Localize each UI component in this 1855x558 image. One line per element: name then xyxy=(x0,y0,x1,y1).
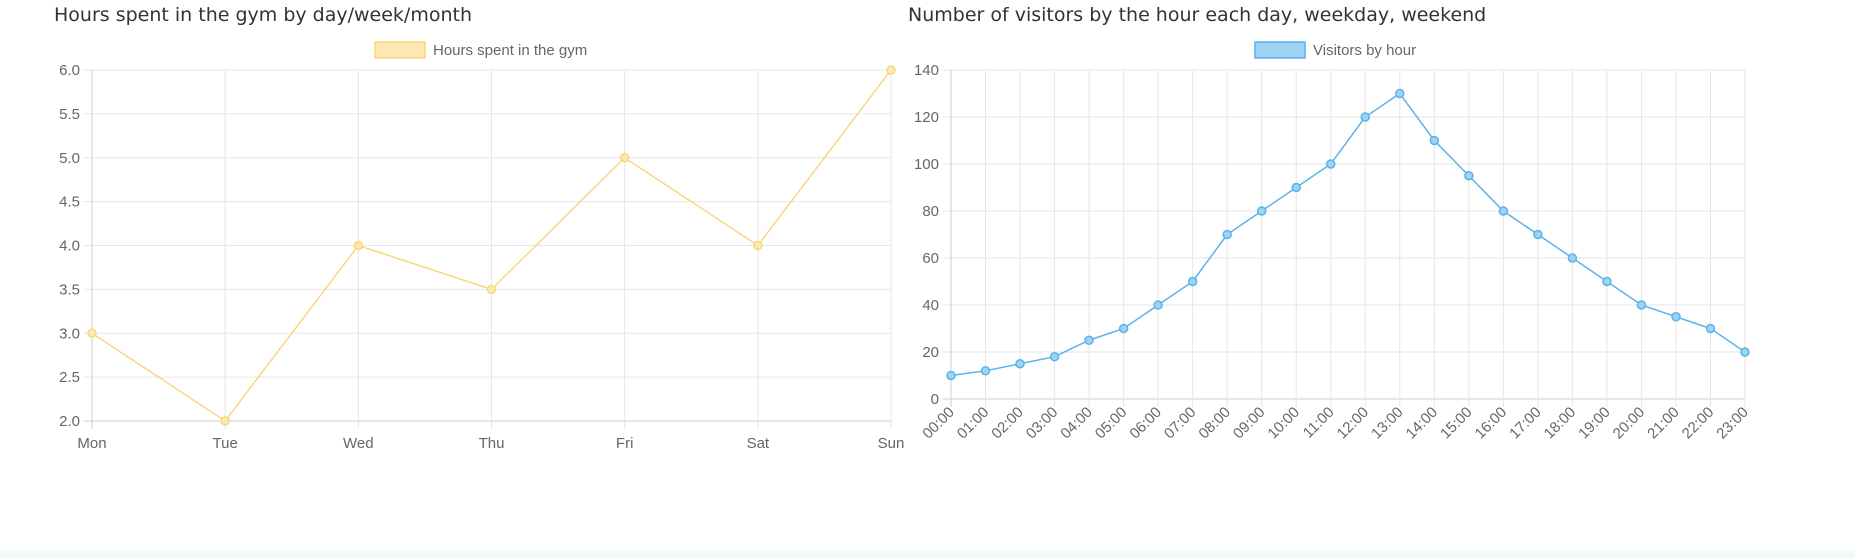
visitors-data-point xyxy=(1291,182,1301,193)
visitors-data-point xyxy=(1740,347,1750,357)
gym-hours-x-tick-label: Wed xyxy=(343,435,374,452)
visitors-y-tick-label: 0 xyxy=(931,391,939,408)
visitors-data-point xyxy=(1015,359,1025,369)
gym-hours-data-point xyxy=(886,65,896,75)
gym-hours-y-tick-label: 2.0 xyxy=(59,413,80,430)
gym-hours-x-tick-label: Thu xyxy=(479,435,505,452)
gym-hours-x-tick-label: Sun xyxy=(878,435,905,452)
visitors-data-point xyxy=(1360,112,1371,122)
visitors-y-tick-label: 100 xyxy=(914,156,939,173)
gym-hours-legend-swatch xyxy=(374,41,426,59)
visitors-x-tick-label: 04:00 xyxy=(1057,404,1096,443)
visitors-x-tick-label: 17:00 xyxy=(1506,404,1545,443)
visitors-data-point xyxy=(1084,335,1094,345)
visitors-data-point xyxy=(1153,300,1163,310)
visitors-x-tick-label: 11:00 xyxy=(1300,404,1338,442)
visitors-x-tick-label: 01:00 xyxy=(954,404,993,443)
gym-hours-data-point xyxy=(753,240,763,251)
visitors-y-tick-label: 140 xyxy=(914,62,939,79)
visitors-x-tick-label: 12:00 xyxy=(1334,404,1373,443)
visitors-data-point xyxy=(1602,276,1612,287)
gym-hours-x-tick-label: Mon xyxy=(77,435,106,452)
visitors-x-tick-label: 13:00 xyxy=(1368,404,1407,443)
gym-hours-data-point xyxy=(220,416,230,426)
visitors-x-tick-label: 05:00 xyxy=(1092,404,1131,443)
visitors-y-tick-label: 80 xyxy=(922,203,939,220)
gym-hours-y-tick-label: 4.0 xyxy=(59,238,80,255)
visitors-x-tick-label: 14:00 xyxy=(1403,404,1442,443)
visitors-x-tick-label: 00:00 xyxy=(919,404,958,443)
visitors-data-point xyxy=(1395,88,1405,99)
visitors-x-tick-label: 02:00 xyxy=(988,404,1027,443)
gym-hours-x-tick-label: Sat xyxy=(747,435,770,452)
gym-hours-x-tick-label: Fri xyxy=(616,435,634,452)
visitors-data-point xyxy=(1429,135,1440,146)
visitors-data-point xyxy=(1671,312,1681,322)
visitors-data-point xyxy=(946,370,956,381)
visitors-x-tick-label: 20:00 xyxy=(1610,404,1649,443)
gym-hours-y-tick-label: 4.5 xyxy=(59,194,80,211)
visitors-x-tick-label: 16:00 xyxy=(1472,404,1511,443)
visitors-y-tick-label: 120 xyxy=(914,109,939,126)
visitors-y-tick-label: 20 xyxy=(922,344,939,361)
visitors-data-point xyxy=(1705,323,1716,334)
gym-hours-x-tick-label: Tue xyxy=(213,435,238,452)
gym-hours-data-point xyxy=(353,240,364,251)
gym-hours-y-tick-label: 5.5 xyxy=(59,106,80,123)
visitors-data-point xyxy=(1464,171,1474,181)
gym-hours-y-tick-label: 2.5 xyxy=(59,369,80,386)
visitors-x-tick-label: 09:00 xyxy=(1230,404,1269,443)
visitors-x-tick-label: 18:00 xyxy=(1541,404,1580,443)
gym-hours-y-tick-label: 3.5 xyxy=(59,281,80,298)
visitors-data-point xyxy=(1256,206,1267,216)
visitors-x-tick-label: 06:00 xyxy=(1126,404,1165,443)
visitors-data-point xyxy=(1049,351,1060,362)
visitors-x-tick-label: 22:00 xyxy=(1679,404,1718,443)
visitors-data-point xyxy=(1325,159,1336,169)
visitors-data-point xyxy=(1118,323,1129,334)
visitors-legend-label: Visitors by hour xyxy=(1313,42,1416,59)
gym-hours-y-tick-label: 3.0 xyxy=(59,325,80,342)
gym-hours-data-point xyxy=(486,284,497,295)
visitors-x-tick-label: 10:00 xyxy=(1264,404,1303,443)
visitors-x-tick-label: 23:00 xyxy=(1713,404,1752,443)
visitors-data-point xyxy=(1636,300,1647,310)
visitors-y-tick-label: 40 xyxy=(922,297,939,314)
gym-hours-data-point xyxy=(87,328,97,338)
gym-hours-chart-title: Hours spent in the gym by day/week/month xyxy=(54,4,472,26)
visitors-x-tick-label: 07:00 xyxy=(1161,404,1200,443)
gym-hours-legend-label: Hours spent in the gym xyxy=(433,42,587,59)
visitors-data-point xyxy=(1567,253,1578,263)
page-footer-strip xyxy=(0,550,1855,558)
visitors-data-point xyxy=(1533,229,1543,240)
visitors-data-point xyxy=(980,366,991,376)
gym-hours-data-point xyxy=(619,153,630,163)
visitors-data-point xyxy=(1498,206,1509,216)
visitors-x-tick-label: 21:00 xyxy=(1644,404,1683,443)
visitors-legend-swatch xyxy=(1254,41,1306,59)
visitors-x-tick-label: 15:00 xyxy=(1437,404,1476,443)
visitors-x-tick-label: 08:00 xyxy=(1195,404,1234,443)
gym-hours-y-tick-label: 5.0 xyxy=(59,150,80,167)
visitors-x-tick-label: 19:00 xyxy=(1575,404,1614,443)
visitors-chart-title: Number of visitors by the hour each day,… xyxy=(908,4,1487,26)
visitors-data-point xyxy=(1222,229,1232,240)
visitors-y-tick-label: 60 xyxy=(922,250,939,267)
visitors-series-line xyxy=(950,92,1746,377)
gym-hours-y-tick-label: 6.0 xyxy=(59,62,80,79)
visitors-data-point xyxy=(1187,276,1198,287)
visitors-x-tick-label: 03:00 xyxy=(1023,404,1062,443)
